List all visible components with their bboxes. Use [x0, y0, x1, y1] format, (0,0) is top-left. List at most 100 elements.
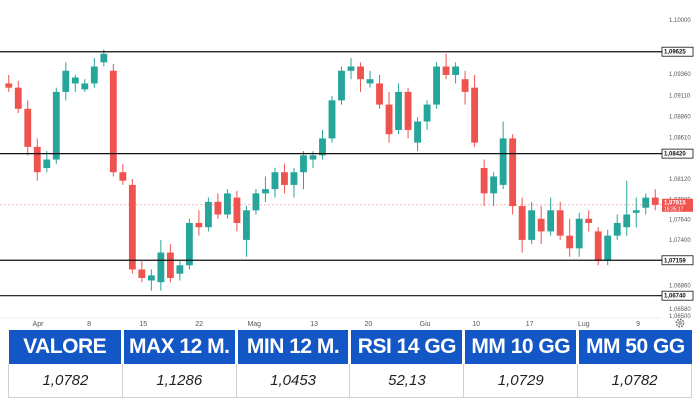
value-mm-10gg: 1,0729: [463, 364, 579, 398]
y-tick-label: 1,08120: [669, 177, 691, 183]
current-price-box: [662, 198, 693, 212]
candle-body-down: [128, 184, 136, 270]
candle-body-up: [452, 66, 460, 75]
candle-body-up: [395, 91, 402, 130]
stats-panel: VALORE MAX 12 M. MIN 12 M. RSI 14 GG MM …: [8, 330, 692, 398]
candle-body-up: [300, 155, 307, 173]
y-tick-label: 1,06860: [669, 284, 691, 290]
candle-body-down: [537, 218, 545, 232]
candle-body-up: [423, 104, 431, 122]
header-mm-50gg: MM 50 GG: [577, 330, 692, 364]
candle-body-down: [357, 66, 364, 80]
candle-body-up: [90, 66, 98, 84]
candle-body-up: [176, 265, 184, 274]
candle-body-down: [461, 79, 469, 92]
candle-body-up: [642, 197, 650, 208]
y-tick-label: 1,08860: [669, 114, 691, 120]
x-tick-label: 15: [139, 321, 147, 328]
level-label: 1,09625: [664, 50, 686, 56]
y-tick-label: 1,08610: [669, 136, 691, 142]
gear-icon-teeth: [675, 318, 685, 328]
y-tick-label: 1,09110: [669, 93, 691, 99]
stats-header-row: VALORE MAX 12 M. MIN 12 M. RSI 14 GG MM …: [8, 330, 692, 364]
candle-body-up: [262, 189, 269, 194]
candle-body-down: [195, 222, 203, 228]
x-tick-label: Giu: [420, 321, 431, 328]
candle-body-down: [442, 66, 450, 75]
gear-icon[interactable]: [675, 318, 685, 328]
candle-body-down: [233, 197, 241, 223]
candle-body-up: [604, 235, 612, 262]
candle-body-up: [528, 210, 536, 240]
header-max-12m: MAX 12 M.: [122, 330, 238, 364]
value-valore: 1,0782: [8, 364, 123, 398]
candle-body-up: [147, 275, 155, 281]
candlestick-chart-svg: 1,10000 1,09625 1,09360 1,09110 1,08860 1,086…: [0, 18, 694, 328]
level-label-box: [661, 290, 694, 301]
candle-body-down: [585, 218, 593, 223]
value-max-12m: 1,1286: [122, 364, 237, 398]
candle-body-up: [575, 218, 583, 249]
header-rsi-14gg: RSI 14 GG: [349, 330, 466, 364]
stats-value-row: 1,0782 1,1286 1,0453 52,13 1,0729 1,0782: [8, 364, 692, 398]
price-chart: 1,10000 1,09625 1,09360 1,09110 1,08860 1,086…: [0, 18, 694, 328]
y-tick-label: 1,06500: [669, 314, 691, 320]
candle-body-up: [623, 214, 631, 228]
candle-body-down: [651, 197, 659, 205]
x-tick-label: Apr: [33, 321, 45, 328]
gear-icon-hub: [678, 321, 682, 325]
candle-body-up: [338, 70, 345, 101]
current-price-time: 16:35:17: [664, 206, 684, 212]
candle-body-up: [71, 77, 79, 84]
candle-body-down: [518, 206, 526, 240]
candle-body-down: [556, 210, 564, 236]
candle-body-down: [385, 104, 393, 135]
value-min-12m: 1,0453: [236, 364, 351, 398]
x-tick-label: 10: [472, 321, 480, 328]
y-tick-label: 1,07640: [669, 218, 691, 224]
level-label-box: [661, 148, 694, 159]
candle-body-up: [290, 172, 298, 185]
candle-body-up: [100, 53, 108, 63]
candle-body-up: [414, 121, 421, 143]
y-tick-label: 1,06580: [669, 307, 691, 313]
stats-table: VALORE MAX 12 M. MIN 12 M. RSI 14 GG MM …: [8, 330, 692, 398]
candle-body-up: [252, 193, 260, 211]
level-label: 1,07159: [664, 258, 686, 264]
header-mm-10gg: MM 10 GG: [463, 330, 580, 364]
x-tick-label: 17: [526, 321, 534, 328]
level-label: 1,08420: [664, 152, 686, 158]
x-tick-label: 13: [310, 321, 318, 328]
candle-body-up: [309, 155, 317, 160]
value-rsi-14gg: 52,13: [349, 364, 465, 398]
x-tick-label: Lug: [578, 321, 590, 328]
candle-body-down: [594, 231, 602, 262]
candle-body-down: [480, 168, 488, 194]
candle-body-down: [509, 138, 517, 207]
candle-body-down: [109, 70, 117, 173]
candle-body-up: [613, 222, 621, 236]
candle-body-down: [166, 252, 174, 278]
candle-body-up: [328, 100, 336, 139]
candle-body-down: [138, 269, 146, 278]
candle-body-up: [52, 91, 60, 160]
candle-body-up: [433, 66, 441, 105]
candle-body-up: [271, 172, 279, 190]
level-label-box: [661, 255, 694, 266]
candle-body-down: [14, 87, 22, 109]
candle-body-down: [119, 172, 127, 181]
candle-body-up: [81, 83, 89, 90]
candle-body-up: [157, 252, 165, 283]
x-tick-label: 9: [636, 321, 640, 328]
candle-body-up: [499, 138, 507, 185]
header-valore: VALORE: [8, 330, 124, 364]
candle-body-down: [33, 146, 41, 173]
level-label: 1,06740: [664, 294, 686, 300]
candle-body-down: [404, 91, 412, 130]
x-tick-label: Mag: [247, 321, 261, 328]
y-tick-label: 1,10000: [669, 18, 691, 24]
candle-body-down: [214, 201, 222, 215]
candle-body-up: [185, 222, 193, 266]
candle-body-up: [547, 210, 555, 232]
candle-body-down: [471, 87, 479, 143]
